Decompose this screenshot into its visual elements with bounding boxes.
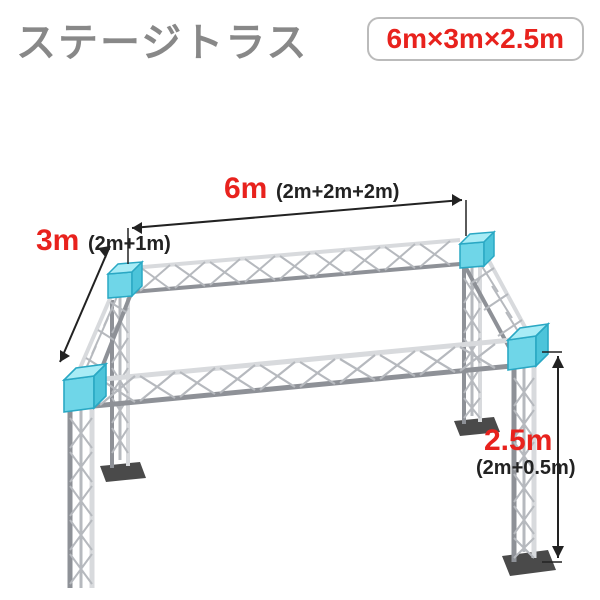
- page-title: ステージトラス: [16, 10, 308, 68]
- dimension-arrow-depth: [60, 246, 110, 362]
- dim-width-sub: (2m+2m+2m): [276, 181, 399, 203]
- upright-front-left: [58, 398, 114, 588]
- beam-front: [94, 340, 512, 406]
- dim-width-main: 6m: [224, 172, 267, 205]
- dim-height-main: 2.5m: [484, 424, 552, 457]
- dimension-badge: 6m×3m×2.5m: [367, 17, 584, 61]
- beam-back: [132, 240, 460, 292]
- dim-depth-sub: (2m+1m): [88, 233, 171, 255]
- dim-height-sub: (2m+0.5m): [476, 457, 576, 479]
- dim-depth-main: 3m: [36, 224, 79, 257]
- truss-diagram: 6m (2m+2m+2m) 3m (2m+1m) 2.5m (2m+0.5m): [0, 68, 600, 588]
